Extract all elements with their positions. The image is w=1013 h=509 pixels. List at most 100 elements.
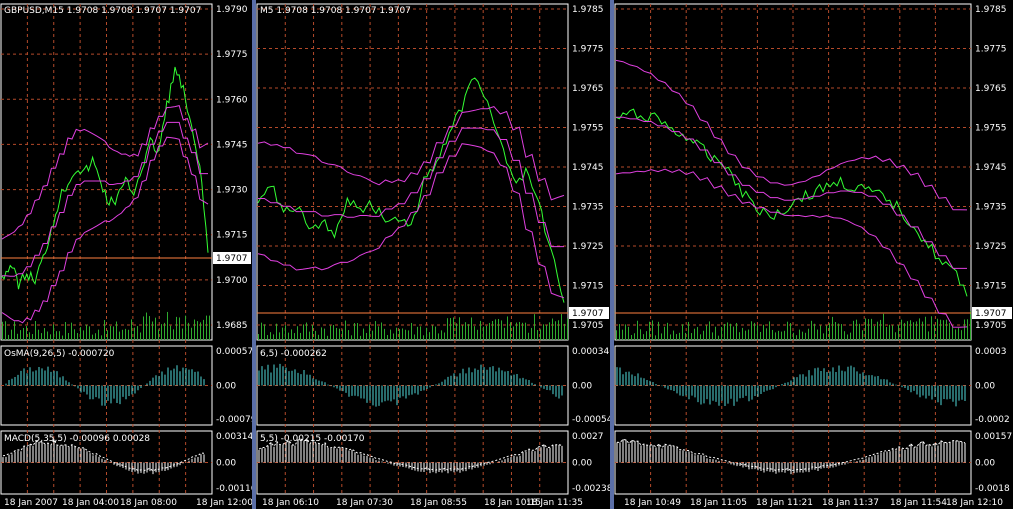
bollinger-band-line: [615, 59, 968, 211]
volume-bar: [65, 321, 66, 340]
volume-bar: [206, 315, 207, 340]
volume-bar: [348, 330, 349, 340]
volume-bar: [763, 324, 764, 340]
volume-bar: [901, 319, 902, 340]
volume-bar: [877, 321, 878, 340]
price-axis-label: 1.9725: [975, 242, 1007, 252]
volume-bar: [937, 318, 938, 340]
volume-bar: [721, 326, 722, 340]
volume-bar: [549, 322, 550, 340]
volume-bar: [516, 322, 517, 340]
volume-bar: [552, 318, 553, 340]
volume-bar: [658, 321, 659, 340]
volume-bar: [943, 320, 944, 340]
volume-bar: [534, 314, 535, 340]
volume-bar: [134, 327, 135, 340]
volume-bar: [757, 325, 758, 340]
osma-axis-label: 0.00: [572, 382, 592, 392]
price-axis-label: 1.9765: [975, 84, 1007, 94]
volume-bar: [634, 333, 635, 340]
volume-bar: [456, 323, 457, 340]
volume-bar: [844, 331, 845, 340]
volume-bar: [862, 330, 863, 340]
volume-bar: [808, 328, 809, 340]
volume-bar: [44, 328, 45, 340]
volume-bar: [83, 330, 84, 340]
volume-bar: [203, 319, 204, 340]
volume-bar: [327, 335, 328, 340]
volume-bar: [745, 330, 746, 340]
window-separator[interactable]: [252, 0, 256, 509]
volume-bar: [766, 328, 767, 340]
volume-bar: [537, 330, 538, 340]
volume-bar: [555, 321, 556, 340]
volume-bar: [676, 334, 677, 340]
volume-bar: [625, 324, 626, 340]
volume-bar: [898, 324, 899, 340]
macd-axis-label: 0.00314: [216, 432, 252, 442]
macd-axis-label: 0.0027: [572, 432, 604, 442]
volume-bar: [546, 325, 547, 340]
price-axis-label: 1.9715: [216, 231, 248, 241]
volume-bar: [5, 321, 6, 340]
volume-bar: [667, 322, 668, 340]
window-separator[interactable]: [610, 0, 614, 509]
volume-bar: [694, 328, 695, 340]
volume-bar: [655, 335, 656, 340]
volume-bar: [399, 329, 400, 340]
volume-bar: [835, 321, 836, 340]
volume-bar: [116, 321, 117, 340]
chart-window-m5-canvas[interactable]: 1.9785 1.9775 1.9765 1.9755 1.9745 1.9735 1.97…: [256, 0, 610, 509]
volume-bar: [543, 324, 544, 340]
volume-bar: [931, 316, 932, 340]
macd-axis-label: 0.00157: [975, 432, 1012, 442]
chart-window-m15[interactable]: 1.9790 1.9775 1.9760 1.9745 1.9730 1.9715 1.97…: [0, 0, 252, 509]
chart-window-m1-canvas[interactable]: 1.9785 1.9775 1.9765 1.9755 1.9745 1.9735 1.97…: [614, 0, 1013, 509]
volume-bar: [817, 329, 818, 340]
chart-window-m15-canvas[interactable]: 1.9790 1.9775 1.9760 1.9745 1.9730 1.9715 1.97…: [0, 0, 252, 509]
osma-axis-label: 0.00: [216, 382, 236, 392]
time-axis-label: 18 Jan 10:15: [484, 498, 541, 508]
volume-bar: [101, 335, 102, 340]
volume-bar: [501, 320, 502, 340]
chart-window-m1[interactable]: 1.9785 1.9775 1.9765 1.9755 1.9745 1.9735 1.97…: [614, 0, 1013, 509]
volume-bar: [952, 326, 953, 340]
osma-axis-label: -0.00054: [572, 415, 610, 425]
volume-bar: [360, 335, 361, 340]
volume-bar: [670, 334, 671, 340]
volume-bar: [781, 331, 782, 340]
volume-bar: [294, 333, 295, 340]
volume-bar: [474, 326, 475, 340]
volume-bar: [282, 327, 283, 340]
volume-bar: [8, 334, 9, 340]
volume-bar: [62, 335, 63, 340]
current-price-box: [972, 307, 1012, 319]
bollinger-band-line: [1, 105, 209, 240]
volume-bar: [688, 321, 689, 340]
volume-bar: [11, 329, 12, 340]
volume-bar: [128, 329, 129, 340]
volume-bar: [922, 321, 923, 340]
volume-bar: [131, 319, 132, 340]
volume-bar: [318, 334, 319, 340]
bollinger-band-line: [257, 106, 565, 201]
chart-window-m5[interactable]: 1.9785 1.9775 1.9765 1.9755 1.9745 1.9735 1.97…: [256, 0, 610, 509]
volume-bar: [495, 319, 496, 340]
volume-bar: [378, 326, 379, 340]
volume-bar: [191, 327, 192, 340]
time-axis-label: 18 Jan 10:49: [624, 498, 681, 508]
current-price-box: [213, 252, 251, 264]
time-axis-label: 18 Jan 12:00: [196, 498, 252, 508]
volume-bar: [841, 324, 842, 340]
volume-bar: [664, 326, 665, 340]
volume-bar: [703, 330, 704, 340]
volume-bar: [95, 333, 96, 340]
volume-bar: [465, 322, 466, 340]
volume-bar: [838, 323, 839, 340]
volume-bar: [712, 332, 713, 340]
volume-bar: [167, 311, 168, 340]
volume-bar: [351, 335, 352, 340]
volume-bar: [871, 318, 872, 340]
volume-bar: [303, 324, 304, 340]
volume-bar: [904, 322, 905, 340]
